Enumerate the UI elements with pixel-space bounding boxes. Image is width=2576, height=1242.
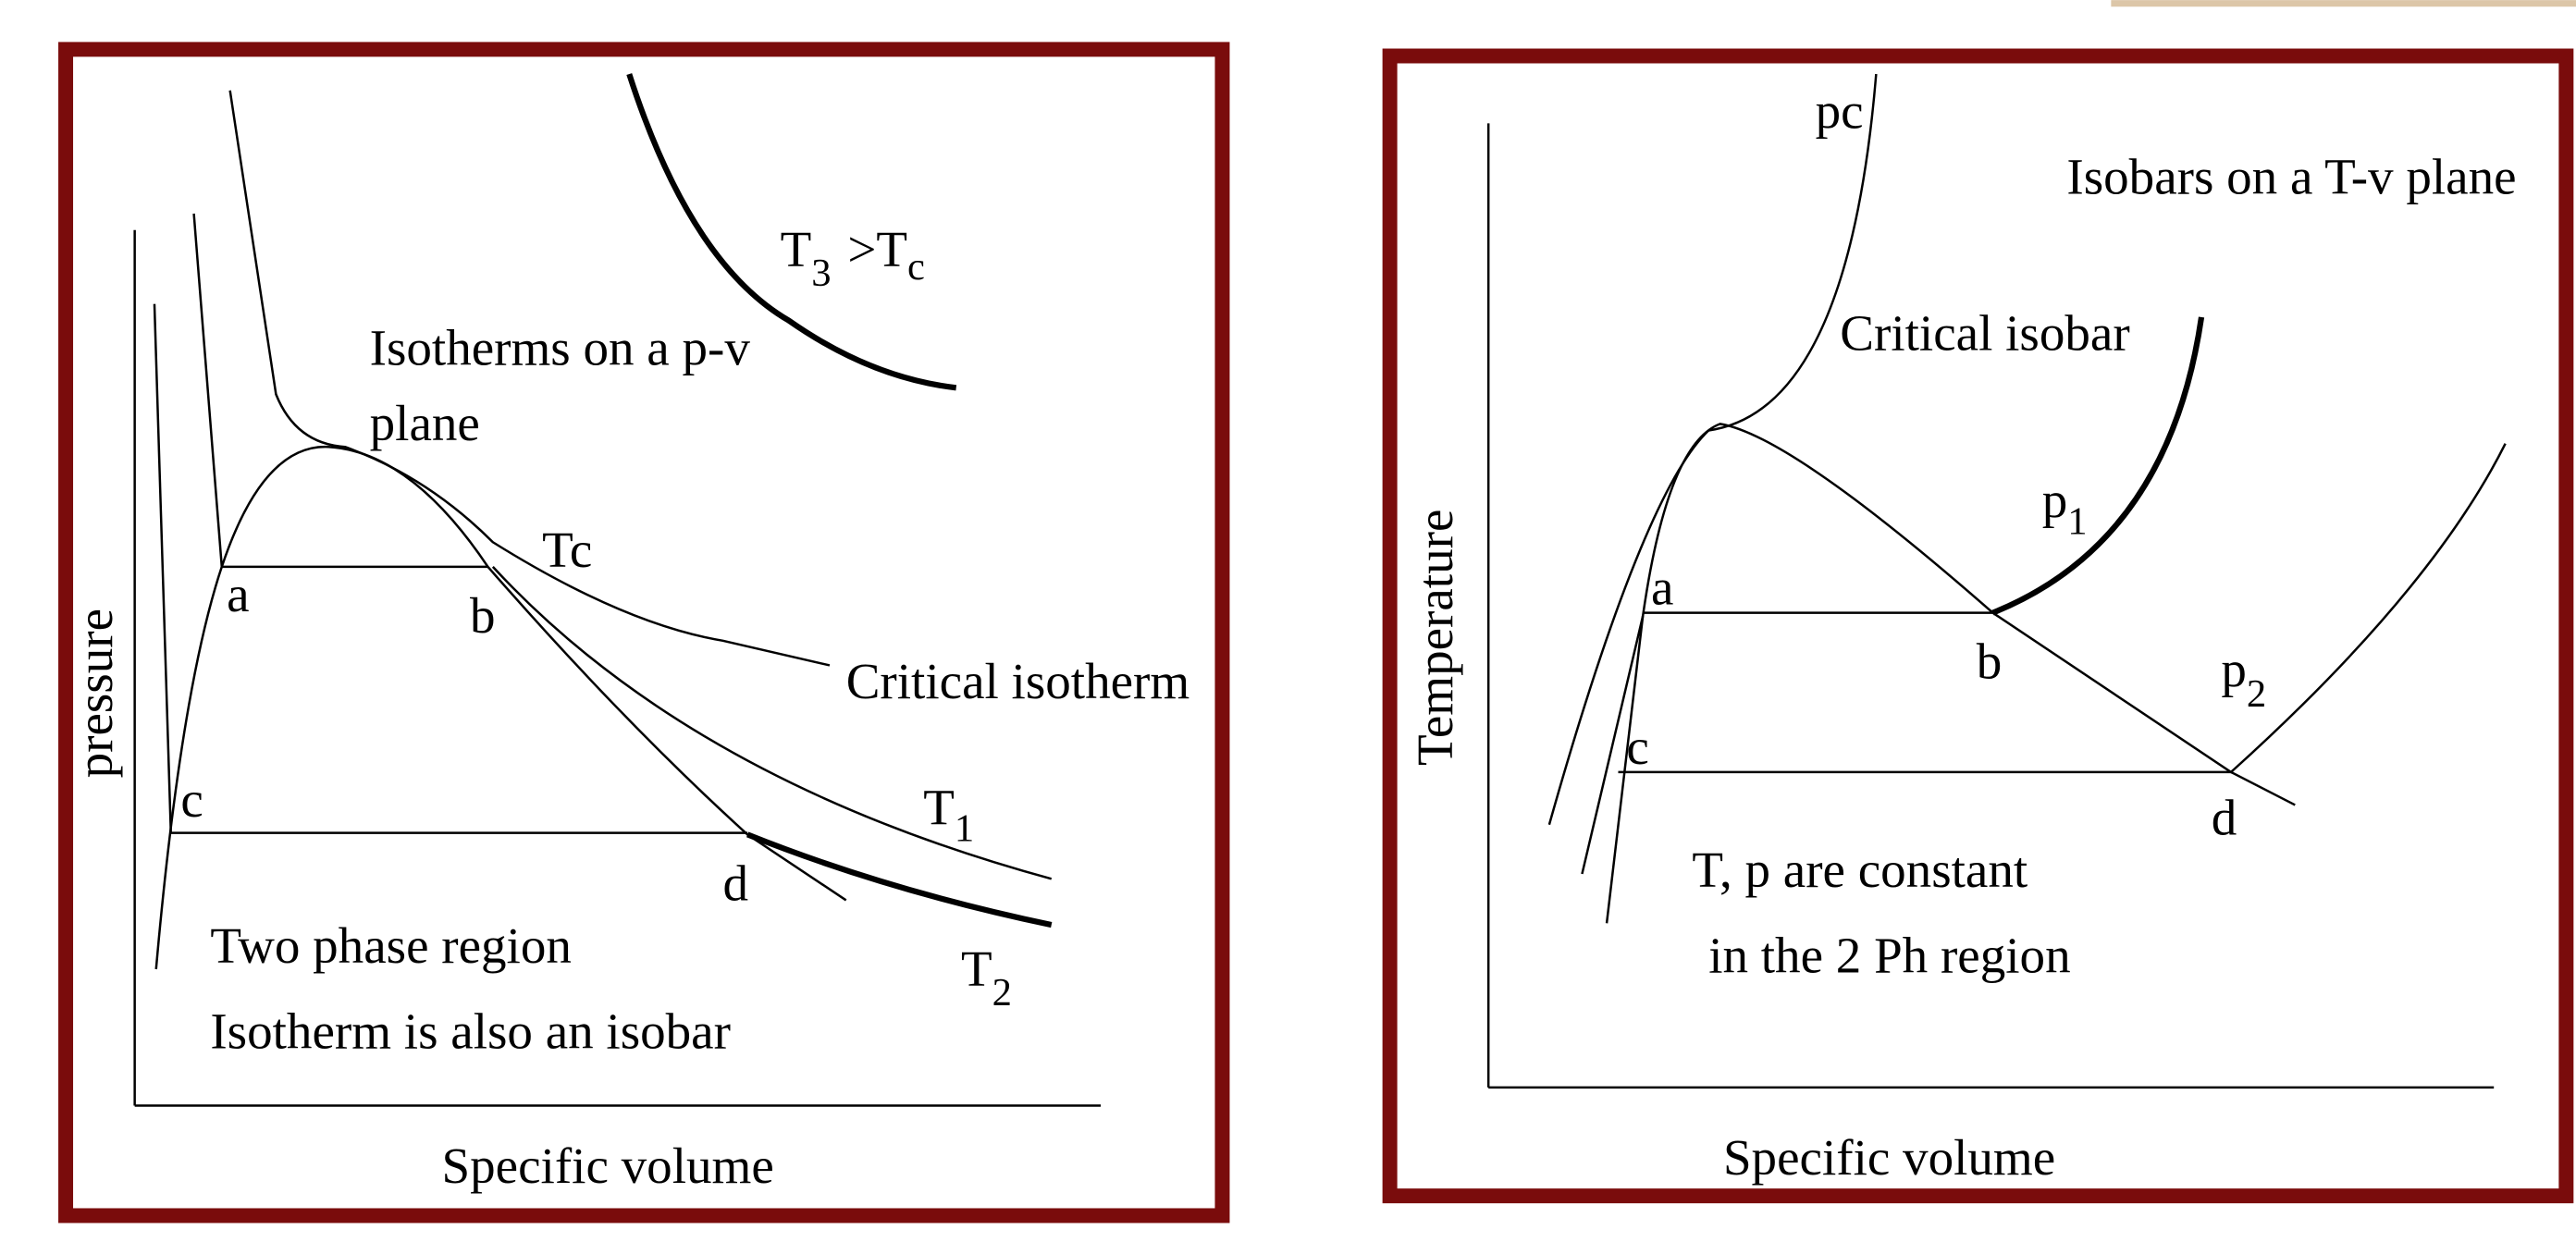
y-axis-label: Temperature [1407, 510, 1463, 766]
saturation-dome [154, 445, 847, 970]
t3-label: T3 >Tc [781, 221, 925, 295]
corner-smudge [2111, 0, 2576, 7]
left-panel: Isotherms on a p-v plane pressure Specif… [58, 42, 1230, 1224]
note: Isotherm is also an isobar [210, 1002, 731, 1059]
point-label: d [723, 855, 749, 911]
p2-label: p2 [2221, 642, 2266, 716]
x-axis-label: Specific volume [442, 1137, 774, 1194]
isotherm-t3 [626, 73, 957, 391]
isotherm-t1 [491, 566, 1053, 880]
pc-label: pc [1816, 83, 1864, 140]
title: Isotherms on a p-v [370, 319, 751, 375]
note: T, p are constant [1692, 842, 2028, 898]
note: Two phase region [210, 917, 572, 974]
point-label: c [180, 771, 203, 828]
isotherm [153, 303, 172, 833]
point-label: c [1626, 719, 1648, 775]
subscript: 1 [955, 807, 974, 851]
isobar-p1 [1991, 316, 2205, 616]
symbol: p [2221, 642, 2247, 698]
point-label: a [1651, 560, 1673, 616]
symbol: T [781, 221, 812, 277]
critical-isotherm [228, 90, 831, 667]
t1-label: T1 [923, 780, 974, 851]
subscript: 3 [811, 252, 831, 295]
point-label: b [1977, 633, 2003, 690]
symbol: T [923, 780, 955, 836]
isotherm [192, 213, 224, 567]
subscript: 2 [2247, 672, 2266, 716]
frame [58, 42, 1230, 1224]
point-label: d [2212, 789, 2237, 845]
x-axis-label: Specific volume [1723, 1129, 2055, 1186]
point-label: b [470, 587, 496, 644]
isotherm-t2 [746, 831, 1053, 928]
isobar [1547, 429, 1710, 826]
critical-isotherm-label: Critical isotherm [846, 653, 1190, 709]
note: in the 2 Ph region [1708, 928, 2070, 984]
subscript: 2 [992, 971, 1012, 1015]
t2-label: T2 [961, 941, 1012, 1015]
isobar-p2 [2230, 443, 2507, 773]
relation: >T [847, 221, 907, 277]
title: plane [370, 395, 480, 451]
tc-label: Tc [542, 522, 592, 578]
critical-isobar-label: Critical isobar [1840, 304, 2129, 361]
symbol: T [961, 941, 992, 997]
right-panel: pc Isobars on a T-v plane Critical isoba… [1382, 48, 2574, 1204]
point-label: a [227, 566, 249, 622]
subscript: c [907, 245, 925, 289]
p1-label: p1 [2042, 473, 2088, 544]
subscript: 1 [2067, 499, 2087, 543]
frame [1382, 48, 2574, 1204]
symbol: p [2042, 473, 2068, 529]
isobar [1581, 615, 1645, 875]
title: Isobars on a T-v plane [2066, 149, 2516, 205]
y-axis-label: pressure [67, 609, 123, 778]
saturation-dome [1605, 423, 2296, 924]
critical-isobar [1708, 73, 1878, 432]
